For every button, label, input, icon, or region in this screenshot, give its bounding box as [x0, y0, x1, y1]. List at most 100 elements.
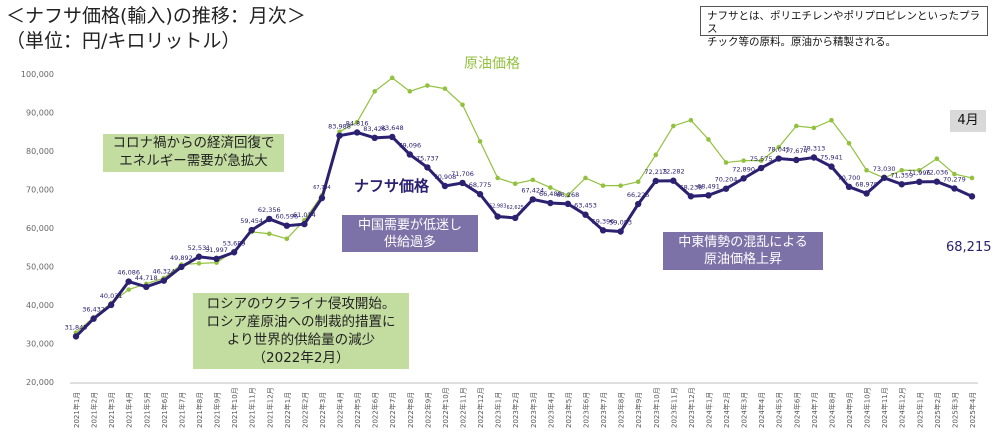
naphtha-data-label: 70,204 — [715, 176, 738, 184]
naphtha-data-label: 68,491 — [697, 182, 720, 190]
naphtha-point — [283, 222, 291, 229]
naphtha-data-label: 67,794 — [313, 185, 331, 191]
naphtha-data-label: 60,596 — [275, 213, 298, 221]
x-tick-label: 2023年8月 — [617, 392, 626, 428]
crude-oil-point — [389, 75, 395, 81]
crude-oil-point — [899, 167, 905, 173]
x-tick-label: 2021年7月 — [177, 392, 186, 428]
mideast-annotation: 中東情勢の混乱による 原油価格上昇 — [663, 232, 823, 270]
x-tick-label: 2023年11月 — [669, 387, 678, 428]
naphtha-definition-note: ナフサとは、ポリエチレンやポリプロピレンといったプラス チック等の原料。原油から… — [700, 6, 988, 48]
crude-oil-point — [372, 89, 377, 94]
crude-oil-point — [741, 158, 746, 163]
x-tick-label: 2021年9月 — [213, 392, 222, 428]
naphtha-data-label: 46,086 — [117, 269, 140, 277]
naphtha-point — [90, 315, 97, 322]
crude-oil-point — [864, 167, 869, 173]
crude-oil-point — [460, 102, 465, 108]
x-tick-label: 2024年10月 — [863, 387, 872, 428]
naphtha-point — [740, 175, 747, 182]
x-tick-label: 2021年8月 — [195, 392, 204, 428]
naphtha-data-label: 72,890 — [732, 165, 755, 173]
naphtha-point — [230, 249, 238, 256]
note-line-2: チック等の原料。原油から精製される。 — [707, 36, 896, 48]
y-tick-label: 60,000 — [26, 224, 54, 233]
x-tick-label: 2024年4月 — [757, 392, 766, 428]
y-tick-label: 50,000 — [26, 263, 54, 272]
x-tick-label: 2021年10月 — [230, 387, 239, 428]
naphtha-data-label: 68,238 — [680, 183, 703, 191]
naphtha-point — [72, 333, 80, 340]
crude-oil-point — [583, 175, 588, 181]
crude-oil-point — [635, 179, 641, 185]
x-tick-label: 2023年1月 — [494, 392, 503, 428]
naphtha-data-label: 46,324 — [152, 268, 175, 276]
crude-oil-point — [969, 175, 975, 181]
x-tick-label: 2023年12月 — [687, 387, 696, 428]
naphtha-data-label: 40,031 — [100, 292, 123, 300]
crude-oil-point — [829, 117, 834, 123]
crude-oil-point — [565, 192, 571, 198]
naphtha-point — [951, 185, 958, 192]
naphtha-data-label: 79,096 — [398, 141, 421, 149]
naphtha-point — [898, 181, 905, 188]
crude-oil-point — [794, 123, 799, 129]
naphtha-point — [687, 193, 695, 200]
x-tick-label: 2022年1月 — [283, 392, 292, 428]
naphtha-point — [301, 220, 308, 228]
naphtha-point — [459, 179, 466, 187]
x-tick-label: 2023年2月 — [511, 392, 520, 428]
x-tick-label: 2021年11月 — [248, 387, 257, 428]
naphtha-point — [810, 154, 818, 161]
naphtha-data-label: 70,279 — [943, 175, 966, 183]
naphtha-point — [634, 200, 642, 208]
covid-annotation-line-2: エネルギー需要が急拡大 — [119, 153, 268, 169]
naphtha-point — [195, 253, 203, 260]
naphtha-point — [389, 133, 396, 141]
naphtha-point — [793, 156, 800, 164]
crude-oil-point — [512, 181, 518, 187]
x-tick-label: 2023年3月 — [529, 392, 538, 428]
x-tick-label: 2023年6月 — [581, 392, 590, 428]
naphtha-data-label: 77,674 — [785, 147, 808, 155]
x-tick-label: 2021年1月 — [72, 392, 81, 428]
x-tick-label: 2024年5月 — [775, 392, 784, 428]
crude-oil-point — [407, 89, 413, 94]
covid-recovery-annotation: コロナ禍からの経済回復で エネルギー需要が急拡大 — [103, 134, 284, 172]
crude-oil-point — [495, 175, 500, 181]
naphtha-data-label: 68,775 — [469, 181, 492, 189]
x-tick-label: 2021年4月 — [125, 392, 134, 428]
crude-oil-point — [618, 183, 623, 188]
x-tick-label: 2025年3月 — [950, 392, 959, 428]
naphtha-data-label: 78,045 — [767, 146, 790, 154]
crude-oil-point — [706, 137, 711, 142]
naphtha-point — [178, 263, 185, 271]
crude-oil-point — [196, 261, 202, 266]
x-tick-label: 2022年7月 — [388, 392, 397, 428]
crude-oil-point — [846, 141, 852, 146]
x-tick-label: 2024年12月 — [898, 387, 907, 428]
x-tick-label: 2021年3月 — [107, 392, 116, 428]
naphtha-data-label: 36,432 — [82, 306, 105, 314]
x-tick-label: 2024年1月 — [704, 392, 713, 428]
crude-oil-point — [758, 158, 764, 163]
naphtha-point — [529, 196, 536, 203]
crude-oil-point — [723, 160, 729, 165]
crude-oil-point — [442, 86, 448, 91]
naphtha-data-label: 59,083 — [609, 219, 632, 227]
naphtha-data-label: 71,706 — [451, 170, 474, 178]
russia-annotation-line-2: ロシア産原油への制裁的措置に — [206, 314, 396, 330]
mideast-annotation-line-1: 中東情勢の混乱による — [678, 235, 808, 250]
x-tick-label: 2024年6月 — [792, 392, 801, 428]
naphtha-data-label: 44,718 — [135, 274, 158, 282]
x-tick-label: 2022年2月 — [300, 392, 309, 428]
naphtha-point — [617, 228, 624, 235]
naphtha-point — [494, 213, 501, 220]
x-tick-label: 2022年6月 — [371, 392, 380, 428]
china-annotation-line-2: 供給過多 — [383, 235, 436, 250]
crude-oil-point — [425, 83, 430, 88]
x-tick-label: 2021年6月 — [160, 392, 169, 428]
naphtha-point — [564, 200, 572, 208]
naphtha-data-label: 83,426 — [363, 125, 386, 133]
naphtha-data-label: 75,941 — [820, 154, 843, 162]
